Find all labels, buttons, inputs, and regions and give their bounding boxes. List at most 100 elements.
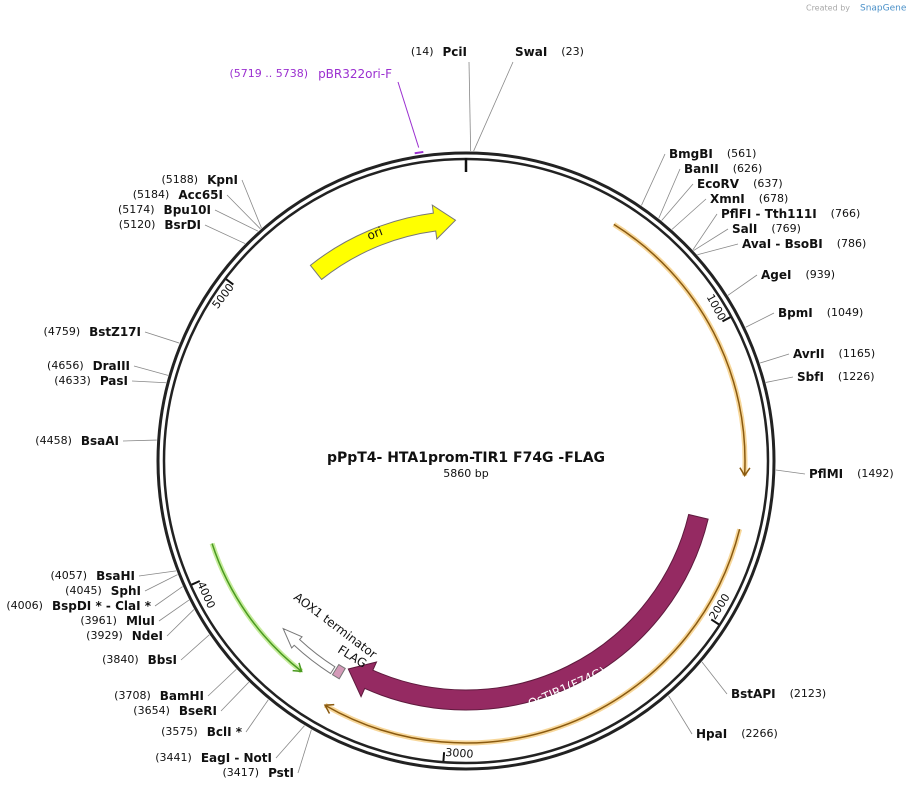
enzyme-position: (3441) [155, 751, 192, 764]
ruler-tick [225, 278, 234, 286]
enzyme-leader [275, 725, 305, 759]
enzyme-leader [759, 353, 790, 364]
enzyme-label: SwaI (23) [515, 45, 584, 59]
enzyme-name: Bpu10I [164, 203, 211, 217]
ruler-label: 2000 [707, 591, 733, 622]
primer-range: (5719 .. 5738) [230, 67, 309, 80]
enzyme-name: KpnI [207, 173, 238, 187]
ruler-tick [191, 580, 201, 586]
enzyme-label: (5120) BsrDI [119, 218, 201, 232]
primer-leader [397, 81, 420, 148]
enzyme-leader [131, 380, 167, 384]
enzyme-leader [245, 699, 269, 733]
enzyme-leader [122, 439, 157, 442]
enzyme-leader [473, 61, 514, 152]
enzyme-leader [671, 198, 707, 230]
enzyme-position: (5184) [133, 188, 170, 201]
enzyme-position: (561) [727, 147, 757, 160]
enzyme-label: AvrII (1165) [793, 347, 875, 361]
enzyme-position: (5174) [118, 203, 155, 216]
enzyme-position: (3575) [161, 725, 198, 738]
enzyme-name: BsaHI [96, 569, 135, 583]
primer-bar [414, 150, 424, 155]
enzyme-position: (2266) [741, 727, 778, 740]
enzyme-leader [241, 179, 262, 229]
enzyme-leader [180, 634, 210, 661]
enzyme-name: BspDI * - ClaI * [52, 599, 152, 613]
enzyme-name: AvaI - BsoBI [742, 237, 823, 251]
enzyme-position: (3708) [114, 689, 151, 702]
enzyme-name: BsrDI [164, 218, 201, 232]
enzyme-name: BbsI [148, 653, 177, 667]
enzyme-label: BmgBI (561) [669, 147, 756, 161]
enzyme-position: (4057) [51, 569, 88, 582]
enzyme-name: SalI [732, 222, 757, 236]
enzyme-position: (626) [733, 162, 763, 175]
enzyme-name: SwaI [515, 45, 547, 59]
enzyme-label: (4057) BsaHI [51, 569, 135, 583]
enzyme-label: (3417) PstI [222, 766, 294, 780]
enzyme-position: (1226) [838, 370, 875, 383]
enzyme-position: (5188) [162, 173, 199, 186]
enzyme-label: (3840) BbsI [102, 653, 177, 667]
enzyme-label: (3654) BseRI [133, 704, 217, 718]
enzyme-position: (939) [805, 268, 835, 281]
enzyme-label: (3575) BclI * [161, 725, 243, 739]
enzyme-label: SbfI (1226) [797, 370, 875, 384]
enzyme-position: (4458) [35, 434, 72, 447]
credit-prefix: Created by [806, 4, 850, 13]
enzyme-name: BclI * [207, 725, 243, 739]
enzyme-label: (4759) BstZ17I [44, 325, 141, 339]
primer-name: pBR322ori-F [318, 67, 392, 81]
enzyme-name: BanII [684, 162, 719, 176]
enzyme-position: (769) [771, 222, 801, 235]
enzyme-name: EagI - NotI [201, 751, 272, 765]
ruler-label: 4000 [194, 580, 217, 611]
enzyme-leader [144, 331, 180, 344]
enzyme-leader [207, 668, 237, 697]
map-title: pPpT4- HTA1prom-TIR1 F74G -FLAG [327, 450, 605, 466]
enzyme-position: (3840) [102, 653, 139, 666]
enzyme-name: HpaI [696, 727, 727, 741]
enzyme-position: (3654) [133, 704, 170, 717]
enzyme-position: (1165) [839, 347, 876, 360]
enzyme-position: (4656) [47, 359, 84, 372]
enzyme-label: PflMI (1492) [809, 467, 894, 481]
enzyme-position: (3929) [86, 629, 123, 642]
enzyme-position: (23) [561, 45, 584, 58]
enzyme-leader [297, 729, 312, 774]
enzyme-leader [158, 599, 190, 622]
feature-arc [211, 543, 303, 672]
ori-arrow [309, 204, 457, 281]
enzyme-label: (5174) Bpu10I [118, 203, 211, 217]
ruler-tick [442, 752, 446, 762]
enzyme-leader [133, 365, 169, 376]
feature-arc-halo [612, 222, 748, 476]
enzyme-leader [220, 681, 250, 712]
enzyme-name: EcoRV [697, 177, 740, 191]
enzyme-label: (5184) Acc65I [133, 188, 223, 202]
primer-label: (5719 .. 5738) pBR322ori-F [230, 67, 393, 81]
enzyme-label: (3441) EagI - NotI [155, 751, 272, 765]
enzyme-leader [226, 194, 261, 230]
enzyme-name: XmnI [710, 192, 745, 206]
enzyme-leader [745, 312, 775, 328]
feature-arc-head [739, 467, 751, 477]
enzyme-leader [661, 183, 694, 221]
enzyme-label: (4006) BspDI * - ClaI * [6, 599, 151, 613]
enzyme-name: PflFI - Tth111I [721, 207, 817, 221]
enzyme-leader [658, 168, 681, 219]
enzyme-position: (14) [411, 45, 434, 58]
enzyme-name: BamHI [160, 689, 204, 703]
feature-arc [324, 529, 741, 744]
enzyme-position: (4759) [44, 325, 81, 338]
enzyme-name: BstAPI [731, 687, 776, 701]
enzyme-label: EcoRV (637) [697, 177, 783, 191]
enzyme-name: BsaAI [81, 434, 119, 448]
enzyme-name: BmgBI [669, 147, 713, 161]
enzyme-position: (786) [837, 237, 867, 250]
enzyme-label: BanII (626) [684, 162, 762, 176]
enzyme-leader [697, 243, 739, 256]
enzyme-name: MluI [126, 614, 155, 628]
